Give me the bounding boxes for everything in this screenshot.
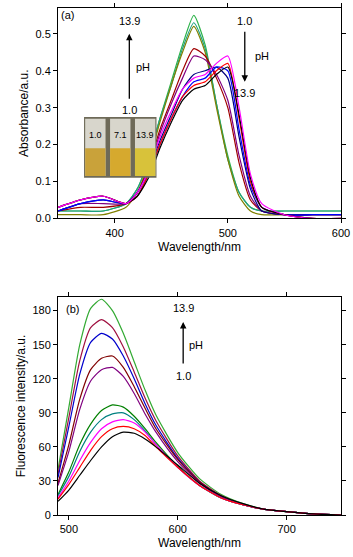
svg-text:pH: pH xyxy=(189,339,203,351)
svg-text:180: 180 xyxy=(32,304,50,316)
svg-text:(a): (a) xyxy=(61,9,74,21)
svg-text:700: 700 xyxy=(277,523,295,535)
svg-text:0.1: 0.1 xyxy=(36,175,51,187)
svg-text:(b): (b) xyxy=(66,303,79,315)
svg-text:0: 0 xyxy=(45,509,51,521)
svg-text:600: 600 xyxy=(169,523,187,535)
svg-text:1.0: 1.0 xyxy=(176,370,191,382)
svg-text:90: 90 xyxy=(39,407,51,419)
svg-text:13.9: 13.9 xyxy=(234,87,255,99)
svg-text:400: 400 xyxy=(105,227,123,239)
svg-text:pH: pH xyxy=(255,50,269,62)
svg-text:13.9: 13.9 xyxy=(136,130,154,140)
svg-text:Fluorescence intensity/a.u.: Fluorescence intensity/a.u. xyxy=(14,335,28,478)
svg-text:1.0: 1.0 xyxy=(237,15,252,27)
svg-text:500: 500 xyxy=(219,227,237,239)
svg-text:13.9: 13.9 xyxy=(173,302,194,314)
svg-text:Absorbance/a.u.: Absorbance/a.u. xyxy=(17,69,31,156)
svg-text:600: 600 xyxy=(332,227,350,239)
svg-text:30: 30 xyxy=(39,475,51,487)
svg-text:150: 150 xyxy=(32,339,50,351)
svg-text:500: 500 xyxy=(60,523,78,535)
svg-text:pH: pH xyxy=(136,61,150,73)
svg-text:0.3: 0.3 xyxy=(36,102,51,114)
svg-text:13.9: 13.9 xyxy=(119,15,140,27)
svg-text:0.4: 0.4 xyxy=(36,65,51,77)
svg-text:1.0: 1.0 xyxy=(89,130,102,140)
svg-text:60: 60 xyxy=(39,441,51,453)
svg-text:Wavelength/nm: Wavelength/nm xyxy=(158,240,241,254)
svg-text:0.0: 0.0 xyxy=(36,212,51,224)
svg-text:1.0: 1.0 xyxy=(122,104,137,116)
svg-text:7.1: 7.1 xyxy=(114,130,127,140)
svg-text:120: 120 xyxy=(32,373,50,385)
svg-text:0.5: 0.5 xyxy=(36,28,51,40)
svg-text:0.2: 0.2 xyxy=(36,138,51,150)
svg-text:Wavelength/nm: Wavelength/nm xyxy=(158,536,241,550)
